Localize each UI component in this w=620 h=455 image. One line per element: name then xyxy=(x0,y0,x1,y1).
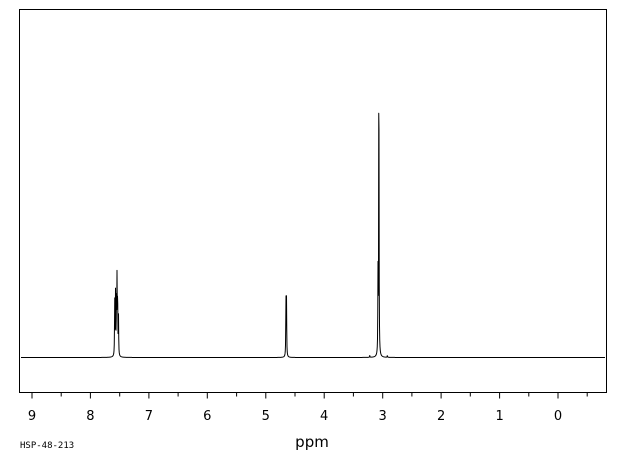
x-axis-ticks xyxy=(31,392,588,399)
tick-label: 8 xyxy=(86,409,94,424)
tick-label: 9 xyxy=(28,409,36,424)
x-axis-title: ppm xyxy=(295,433,329,451)
tick-label: 7 xyxy=(145,409,153,424)
tick-label: 2 xyxy=(437,409,445,424)
tick-label: 6 xyxy=(203,409,211,424)
sample-id-label: HSP-48-213 xyxy=(20,441,74,451)
x-axis-tick-labels: 9 8 7 6 5 4 3 2 1 0 xyxy=(28,409,562,424)
tick-label: 4 xyxy=(320,409,328,424)
tick-label: 0 xyxy=(554,409,562,424)
plot-frame xyxy=(19,9,607,393)
tick-label: 3 xyxy=(379,409,387,424)
tick-label: 5 xyxy=(262,409,270,424)
tick-label: 1 xyxy=(495,409,503,424)
spectrum-trace xyxy=(20,112,606,358)
